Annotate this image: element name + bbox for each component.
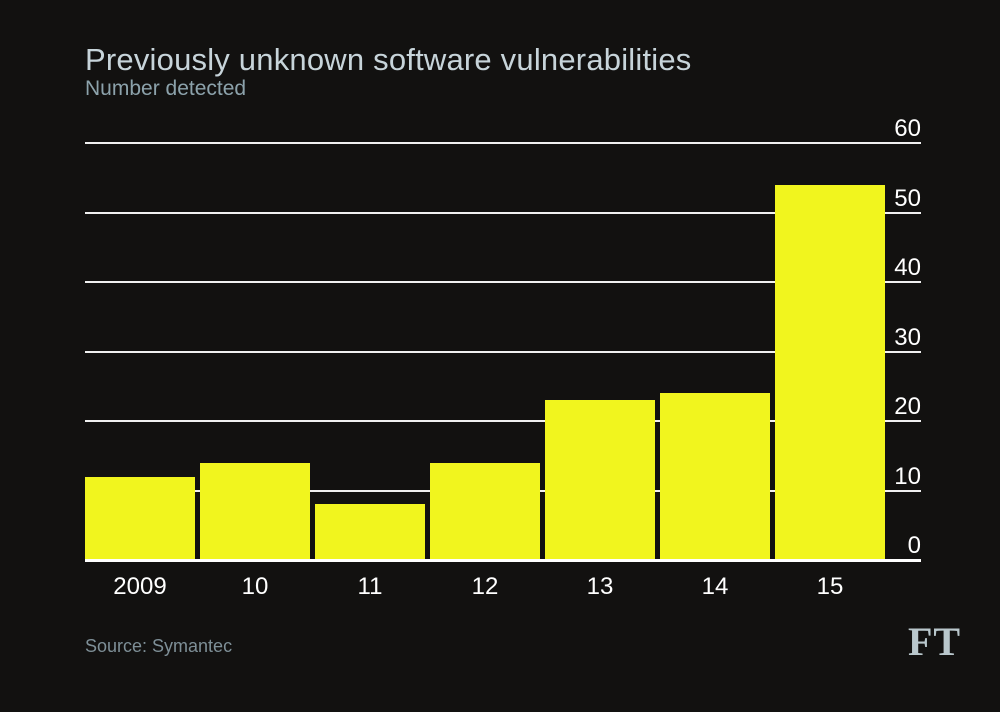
gridline-20 [85,420,921,422]
xtick-label-13: 13 [586,573,614,600]
gridline-30 [85,350,921,353]
bar-15 [775,184,885,560]
ytick-label-20: 20 [894,393,921,420]
gridline-50 [85,211,921,214]
bar-13 [545,400,655,560]
ytick-label-60: 60 [894,115,921,142]
xtick-label-15: 15 [816,573,844,600]
bar-2009 [85,476,195,560]
xtick-label-2009: 2009 [113,573,167,600]
chart-title: Previously unknown software vulnerabilit… [85,42,692,77]
ytick-label-10: 10 [894,462,921,490]
gridline-40 [85,281,921,283]
xtick-label-10: 10 [241,573,269,600]
x-axis-baseline [85,559,921,562]
bar-10 [200,462,310,560]
xtick-label-14: 14 [701,573,729,600]
xtick-label-12: 12 [471,573,499,600]
bar-12 [430,462,540,560]
chart-subtitle: Number detected [85,77,247,100]
source-note: Source: Symantec [85,636,233,656]
ytick-label-0: 0 [907,532,921,559]
bar-14 [660,393,770,560]
gridline-60 [85,142,921,144]
bar-11 [315,504,425,560]
xtick-label-11: 11 [357,573,383,600]
ytick-label-40: 40 [894,254,921,281]
ytick-label-50: 50 [894,184,921,212]
ft-logo: FT [908,619,962,664]
ytick-label-30: 30 [894,323,921,351]
